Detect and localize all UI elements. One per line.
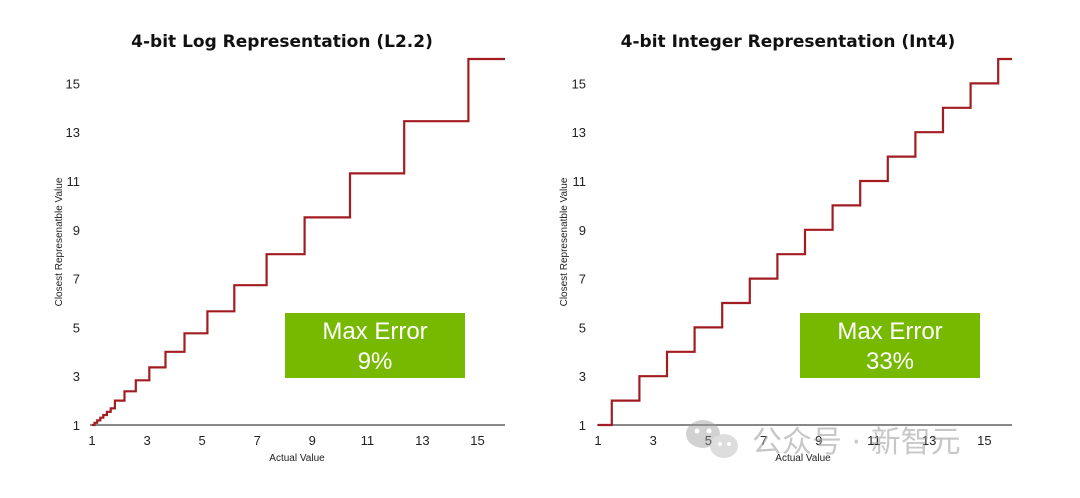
max-error-value: 33% <box>866 348 914 375</box>
x-tick-label: 9 <box>815 433 822 448</box>
chart-title: 4-bit Integer Representation (Int4) <box>621 32 956 52</box>
y-tick-label: 3 <box>579 369 586 384</box>
x-tick-label: 5 <box>199 433 206 448</box>
x-tick-label: 7 <box>254 433 261 448</box>
y-tick-label: 13 <box>66 125 80 140</box>
y-tick-label: 5 <box>73 320 80 335</box>
x-tick-label: 1 <box>88 433 95 448</box>
x-tick-label: 13 <box>415 433 429 448</box>
x-axis-label: Actual Value <box>269 453 325 464</box>
x-tick-label: 3 <box>143 433 150 448</box>
x-tick-label: 7 <box>760 433 767 448</box>
x-tick-label: 15 <box>977 433 991 448</box>
wechat-icon <box>686 420 738 458</box>
y-tick-label: 15 <box>66 76 80 91</box>
y-tick-label: 15 <box>572 76 586 91</box>
chart-int4: 4-bit Integer Representation (Int4) 1357… <box>559 32 1012 464</box>
x-tick-label: 3 <box>650 433 657 448</box>
max-error-box <box>800 313 980 378</box>
max-error-value: 9% <box>358 348 393 375</box>
x-tick-label: 9 <box>309 433 316 448</box>
watermark: 公众号 · 新智元 <box>686 420 961 460</box>
x-tick-label: 5 <box>705 433 712 448</box>
max-error-label: Max Error <box>322 318 427 345</box>
y-tick-label: 5 <box>579 320 586 335</box>
y-axis-label: Closest Represenatble Value <box>54 177 65 306</box>
y-tick-label: 9 <box>73 223 80 238</box>
y-tick-label: 13 <box>572 125 586 140</box>
max-error-box <box>285 313 465 378</box>
chart-log: 4-bit Log Representation (L2.2) 1 3 5 7 9 11 1… <box>54 32 505 464</box>
chart-title: 4-bit Log Representation (L2.2) <box>131 32 433 52</box>
x-axis-label: Actual Value <box>775 453 831 464</box>
x-tick-label: 15 <box>470 433 484 448</box>
watermark-text: 公众号 · 新智元 <box>752 425 961 460</box>
y-tick-label: 11 <box>573 174 587 189</box>
max-error-label: Max Error <box>837 318 942 345</box>
x-tick-label: 11 <box>867 433 881 448</box>
series-line <box>92 57 505 427</box>
y-tick-label: 7 <box>73 272 80 287</box>
y-tick-label: 1 <box>73 418 80 433</box>
y-tick-label: 9 <box>579 223 586 238</box>
y-tick-label: 7 <box>579 272 586 287</box>
y-tick-label: 1 <box>579 418 586 433</box>
y-tick-label: 3 <box>73 369 80 384</box>
y-axis-label: Closest Represenatble Value <box>559 177 570 306</box>
x-tick-label: 11 <box>361 433 375 448</box>
x-tick-label: 13 <box>922 433 936 448</box>
series-line <box>598 57 1012 427</box>
x-tick-label: 1 <box>594 433 601 448</box>
y-tick-label: 11 <box>67 174 81 189</box>
